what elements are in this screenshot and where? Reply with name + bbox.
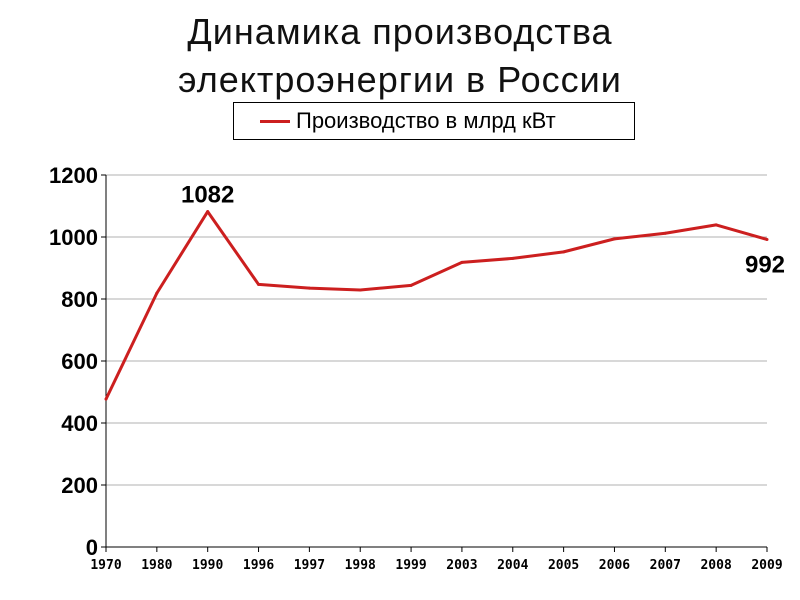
data-label: 992 bbox=[745, 251, 785, 278]
title-line-1: Динамика производства bbox=[187, 11, 613, 52]
data-point bbox=[155, 291, 159, 295]
x-tick-label: 1990 bbox=[192, 558, 223, 573]
x-tick-label: 1970 bbox=[90, 558, 121, 573]
y-tick-label: 200 bbox=[61, 473, 98, 498]
y-tick-label: 1200 bbox=[49, 163, 98, 188]
data-point bbox=[104, 397, 108, 401]
x-tick-label: 1999 bbox=[395, 558, 426, 573]
chart-title: Динамика производства электроэнергии в Ро… bbox=[0, 8, 800, 104]
x-tick-label: 2008 bbox=[700, 558, 731, 573]
x-tick-label: 2009 bbox=[751, 558, 782, 573]
y-tick-label: 400 bbox=[61, 411, 98, 436]
y-tick-label: 800 bbox=[61, 287, 98, 312]
legend: Производство в млрд кВт bbox=[233, 102, 635, 140]
data-point bbox=[206, 210, 210, 214]
data-point bbox=[257, 282, 261, 286]
data-point bbox=[511, 256, 515, 260]
data-point bbox=[612, 237, 616, 241]
x-tick-label: 1980 bbox=[141, 558, 172, 573]
y-tick-label: 600 bbox=[61, 349, 98, 374]
data-point bbox=[765, 237, 769, 241]
x-tick-label: 2007 bbox=[650, 558, 681, 573]
data-point bbox=[714, 223, 718, 227]
data-point bbox=[562, 250, 566, 254]
x-tick-label: 1996 bbox=[243, 558, 274, 573]
data-point bbox=[460, 260, 464, 264]
legend-label: Производство в млрд кВт bbox=[296, 108, 556, 133]
x-tick-label: 1998 bbox=[345, 558, 376, 573]
x-tick-label: 2006 bbox=[599, 558, 630, 573]
x-tick-label: 1997 bbox=[294, 558, 325, 573]
series-line bbox=[104, 210, 768, 400]
data-label: 1082 bbox=[181, 182, 234, 209]
title-line-2: электроэнергии в России bbox=[178, 59, 622, 100]
x-tick-label: 2003 bbox=[446, 558, 477, 573]
legend-swatch bbox=[260, 119, 290, 123]
data-point bbox=[663, 231, 667, 235]
y-tick-label: 1000 bbox=[49, 225, 98, 250]
y-tick-label: 0 bbox=[86, 535, 98, 560]
x-tick-label: 2005 bbox=[548, 558, 579, 573]
x-tick-label: 2004 bbox=[497, 558, 528, 573]
data-point bbox=[307, 286, 311, 290]
data-point bbox=[409, 283, 413, 287]
data-point bbox=[358, 288, 362, 292]
